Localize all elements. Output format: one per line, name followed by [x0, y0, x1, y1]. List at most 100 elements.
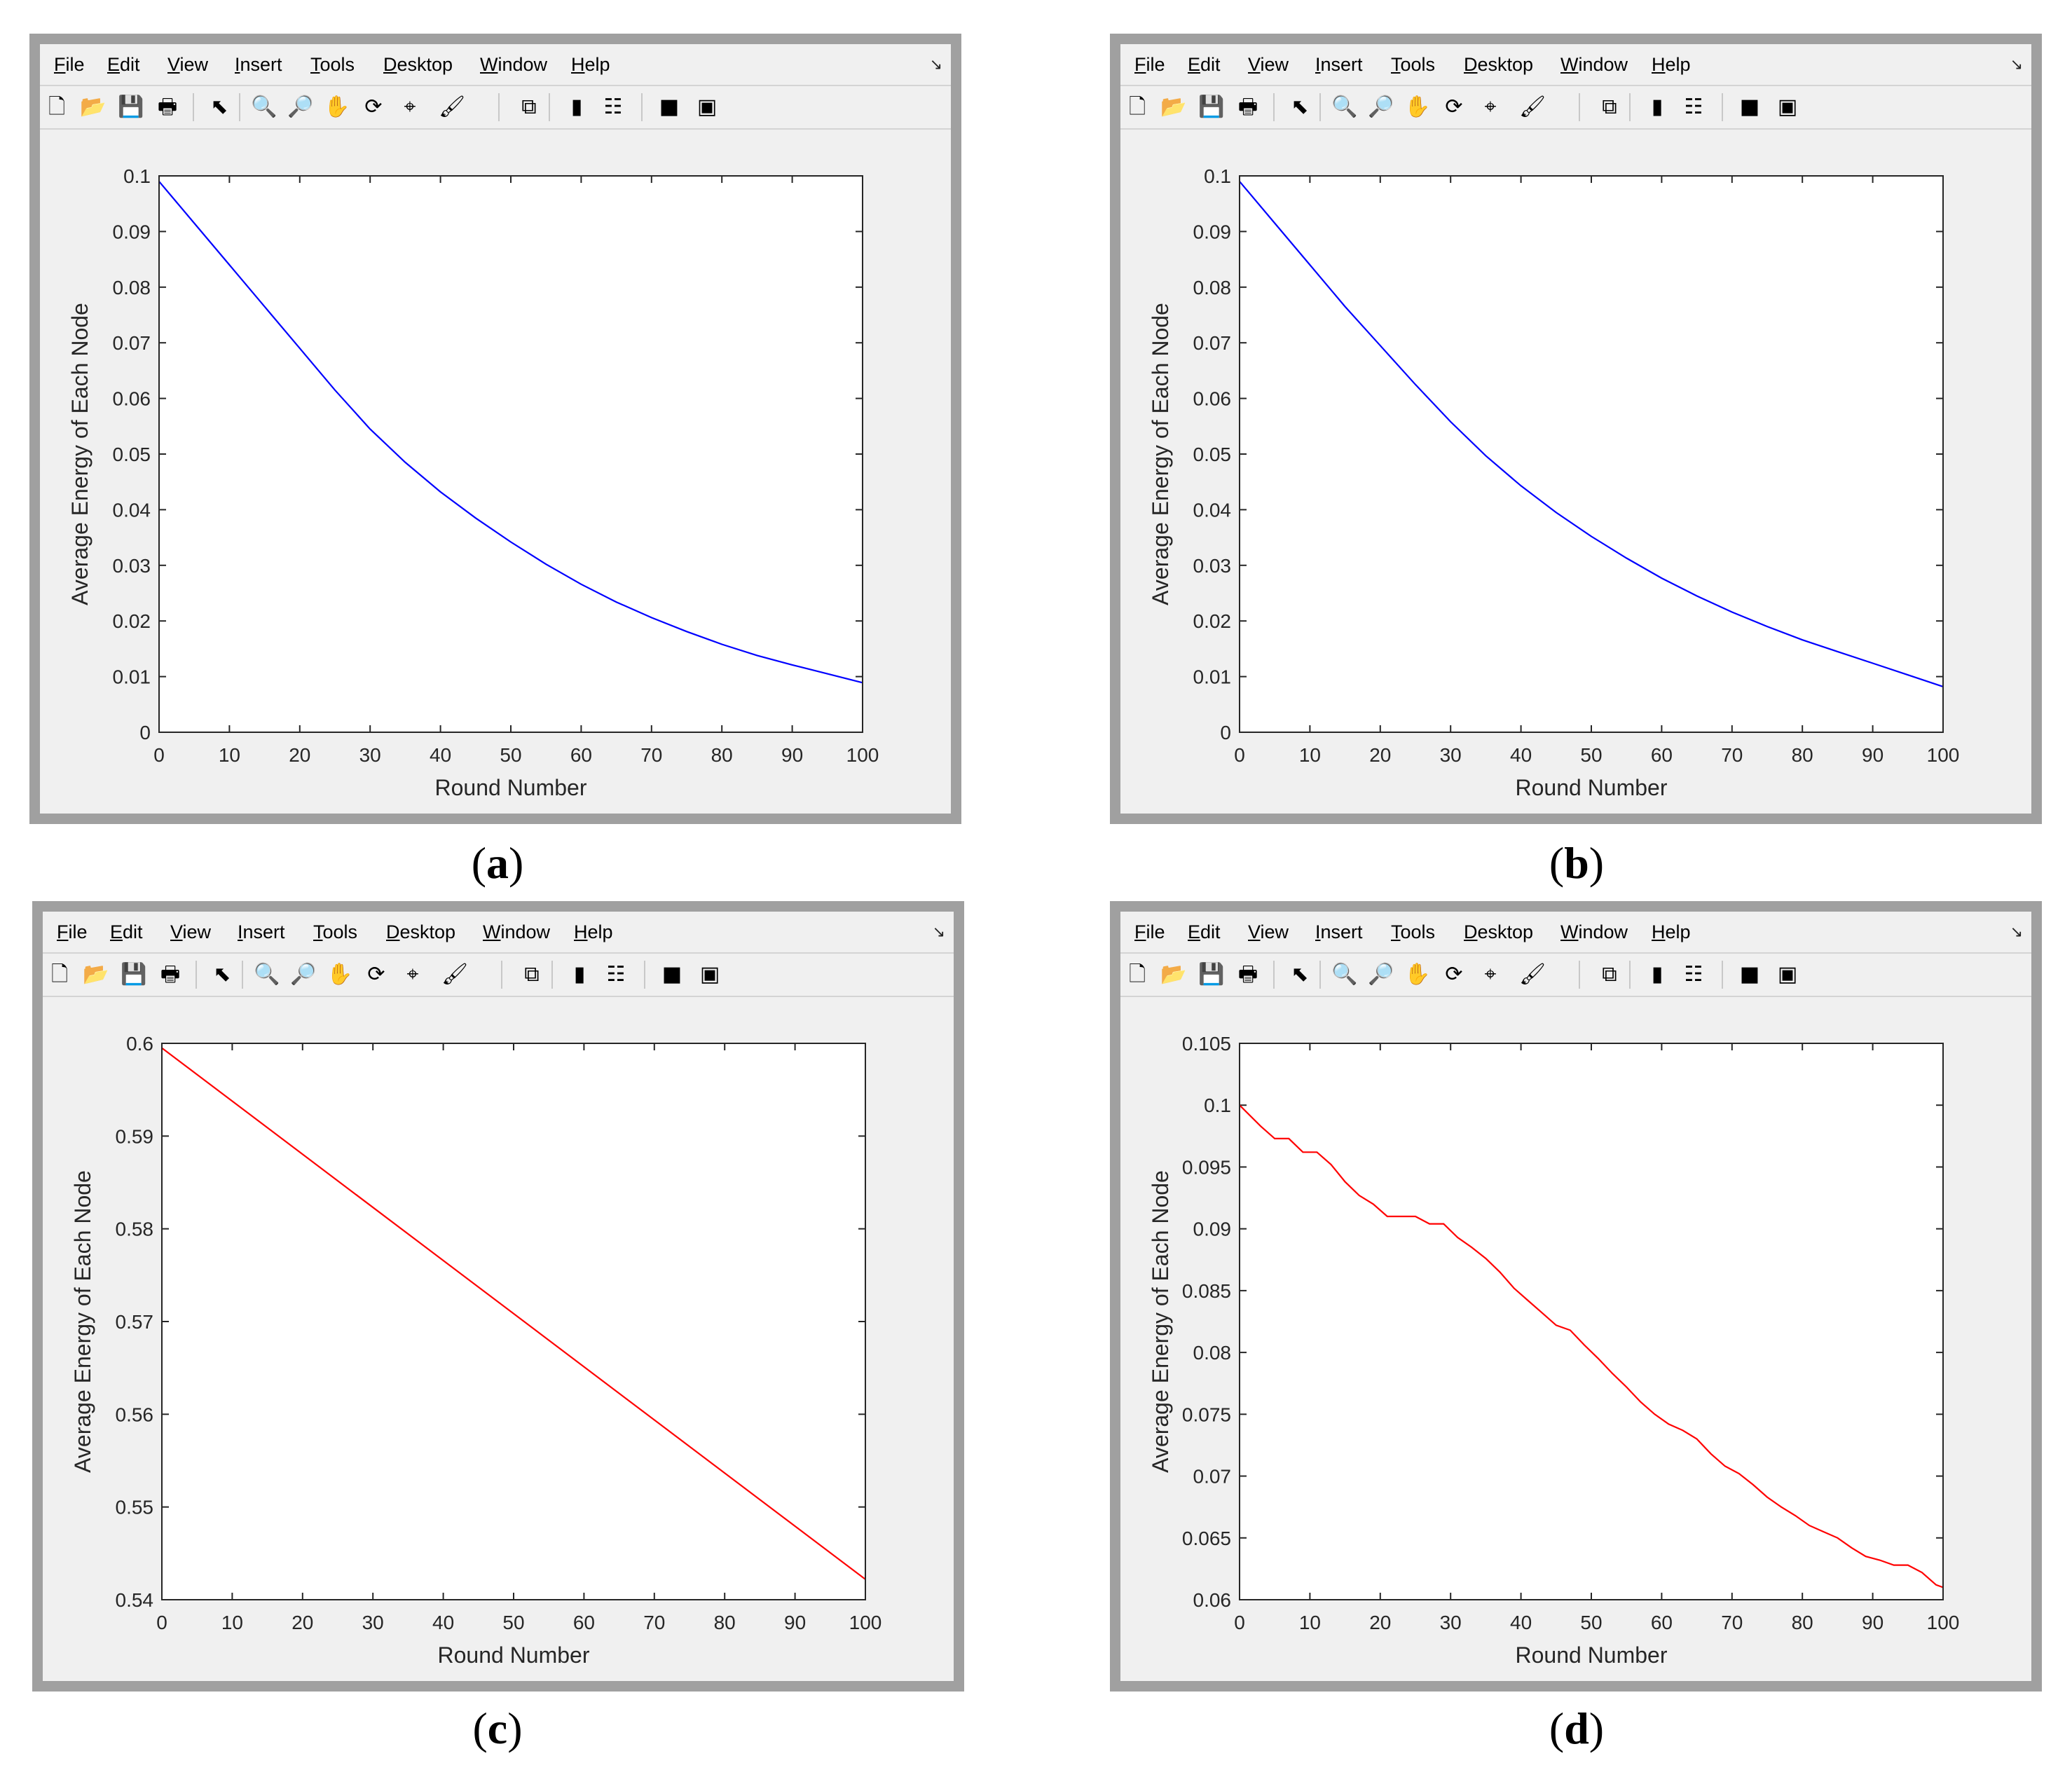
menu-insert[interactable]: Insert: [1315, 54, 1363, 75]
menu-view[interactable]: View: [1248, 54, 1289, 75]
menu-desktop[interactable]: Desktop: [386, 921, 456, 942]
menu-help[interactable]: Help: [1652, 921, 1691, 942]
link-plot-icon[interactable]: ⧉: [1602, 962, 1617, 987]
pan-icon[interactable]: ✋: [1404, 95, 1431, 119]
menu-edit[interactable]: Edit: [110, 921, 143, 942]
zoom-in-icon[interactable]: 🔍: [251, 95, 277, 119]
menu-desktop[interactable]: Desktop: [1464, 921, 1534, 942]
rotate-icon[interactable]: ⟳: [1445, 962, 1463, 987]
menu-file[interactable]: File: [54, 54, 85, 75]
menu-desktop[interactable]: Desktop: [1464, 54, 1534, 75]
zoom-in-icon[interactable]: 🔍: [1331, 95, 1358, 119]
hide-plot-tools-icon[interactable]: ■: [661, 962, 682, 987]
pointer-icon[interactable]: ⬉: [213, 962, 231, 987]
pointer-icon[interactable]: ⬉: [1291, 962, 1309, 987]
menu-help[interactable]: Help: [571, 54, 610, 75]
pointer-icon[interactable]: ⬉: [1291, 95, 1309, 119]
legend-icon[interactable]: ☷: [1684, 95, 1703, 119]
new-figure-icon[interactable]: 🗋: [50, 962, 69, 987]
colorbar-icon[interactable]: ▮: [570, 95, 583, 119]
pan-icon[interactable]: ✋: [324, 95, 350, 119]
print-icon[interactable]: 🖶: [1237, 962, 1258, 987]
show-plot-tools-icon[interactable]: ▣: [697, 95, 718, 119]
dock-arrow-icon[interactable]: ↘: [2010, 923, 2023, 940]
legend-icon[interactable]: ☷: [1684, 962, 1703, 987]
menu-tools[interactable]: Tools: [310, 54, 355, 75]
menu-edit[interactable]: Edit: [1188, 54, 1221, 75]
menu-tools[interactable]: Tools: [1391, 921, 1436, 942]
menu-help[interactable]: Help: [574, 921, 613, 942]
menu-view[interactable]: View: [1248, 921, 1289, 942]
menu-tools[interactable]: Tools: [313, 921, 358, 942]
new-figure-icon[interactable]: 🗋: [1128, 95, 1146, 119]
zoom-out-icon[interactable]: 🔎: [287, 95, 314, 119]
legend-icon[interactable]: ☷: [603, 95, 623, 119]
zoom-out-icon[interactable]: 🔎: [1368, 962, 1394, 987]
hide-plot-tools-icon[interactable]: ■: [659, 95, 680, 119]
brush-icon[interactable]: 🖌: [438, 95, 466, 119]
dock-arrow-icon[interactable]: ↘: [932, 923, 945, 940]
show-plot-tools-icon[interactable]: ▣: [1777, 962, 1798, 987]
menu-file[interactable]: File: [57, 921, 88, 942]
menu-desktop[interactable]: Desktop: [383, 54, 453, 75]
open-icon[interactable]: 📂: [80, 95, 107, 119]
brush-icon[interactable]: 🖌: [1518, 95, 1546, 119]
menu-insert[interactable]: Insert: [1315, 921, 1363, 942]
menu-window[interactable]: Window: [483, 921, 551, 942]
link-plot-icon[interactable]: ⧉: [1602, 95, 1617, 119]
link-plot-icon[interactable]: ⧉: [521, 95, 537, 119]
menu-view[interactable]: View: [167, 54, 209, 75]
menu-window[interactable]: Window: [1560, 54, 1628, 75]
data-cursor-icon[interactable]: ⌖: [1484, 962, 1497, 987]
pan-icon[interactable]: ✋: [1404, 962, 1431, 987]
menu-view[interactable]: View: [170, 921, 212, 942]
data-cursor-icon[interactable]: ⌖: [406, 962, 419, 987]
legend-icon[interactable]: ☷: [606, 962, 626, 987]
link-plot-icon[interactable]: ⧉: [524, 962, 540, 987]
menu-file[interactable]: File: [1134, 54, 1165, 75]
rotate-icon[interactable]: ⟳: [367, 962, 385, 987]
colorbar-icon[interactable]: ▮: [573, 962, 586, 987]
new-figure-icon[interactable]: 🗋: [48, 95, 66, 119]
zoom-in-icon[interactable]: 🔍: [1331, 962, 1358, 987]
data-cursor-icon[interactable]: ⌖: [404, 95, 416, 119]
colorbar-icon[interactable]: ▮: [1651, 95, 1663, 119]
print-icon[interactable]: 🖶: [157, 95, 178, 119]
save-icon[interactable]: 💾: [1198, 95, 1225, 119]
open-icon[interactable]: 📂: [1160, 95, 1187, 119]
menu-edit[interactable]: Edit: [107, 54, 140, 75]
hide-plot-tools-icon[interactable]: ■: [1739, 95, 1760, 119]
zoom-in-icon[interactable]: 🔍: [254, 962, 280, 987]
save-icon[interactable]: 💾: [121, 962, 147, 987]
menu-window[interactable]: Window: [1560, 921, 1628, 942]
new-figure-icon[interactable]: 🗋: [1128, 962, 1146, 987]
open-icon[interactable]: 📂: [1160, 962, 1187, 987]
open-icon[interactable]: 📂: [83, 962, 109, 987]
brush-icon[interactable]: 🖌: [1518, 962, 1546, 987]
dock-arrow-icon[interactable]: ↘: [929, 55, 942, 73]
rotate-icon[interactable]: ⟳: [1445, 95, 1463, 119]
print-icon[interactable]: 🖶: [160, 962, 181, 987]
zoom-out-icon[interactable]: 🔎: [1368, 95, 1394, 119]
data-cursor-icon[interactable]: ⌖: [1484, 95, 1497, 119]
hide-plot-tools-icon[interactable]: ■: [1739, 962, 1760, 987]
colorbar-icon[interactable]: ▮: [1651, 962, 1663, 987]
zoom-out-icon[interactable]: 🔎: [290, 962, 317, 987]
save-icon[interactable]: 💾: [1198, 962, 1225, 987]
dock-arrow-icon[interactable]: ↘: [2010, 55, 2023, 73]
save-icon[interactable]: 💾: [118, 95, 144, 119]
rotate-icon[interactable]: ⟳: [364, 95, 383, 119]
print-icon[interactable]: 🖶: [1237, 95, 1258, 119]
menu-edit[interactable]: Edit: [1188, 921, 1221, 942]
menu-help[interactable]: Help: [1652, 54, 1691, 75]
show-plot-tools-icon[interactable]: ▣: [1777, 95, 1798, 119]
brush-icon[interactable]: 🖌: [441, 962, 469, 987]
menu-insert[interactable]: Insert: [238, 921, 285, 942]
menu-file[interactable]: File: [1134, 921, 1165, 942]
menu-tools[interactable]: Tools: [1391, 54, 1436, 75]
menu-insert[interactable]: Insert: [235, 54, 282, 75]
pan-icon[interactable]: ✋: [327, 962, 353, 987]
show-plot-tools-icon[interactable]: ▣: [699, 962, 720, 987]
menu-window[interactable]: Window: [480, 54, 548, 75]
pointer-icon[interactable]: ⬉: [210, 95, 228, 119]
